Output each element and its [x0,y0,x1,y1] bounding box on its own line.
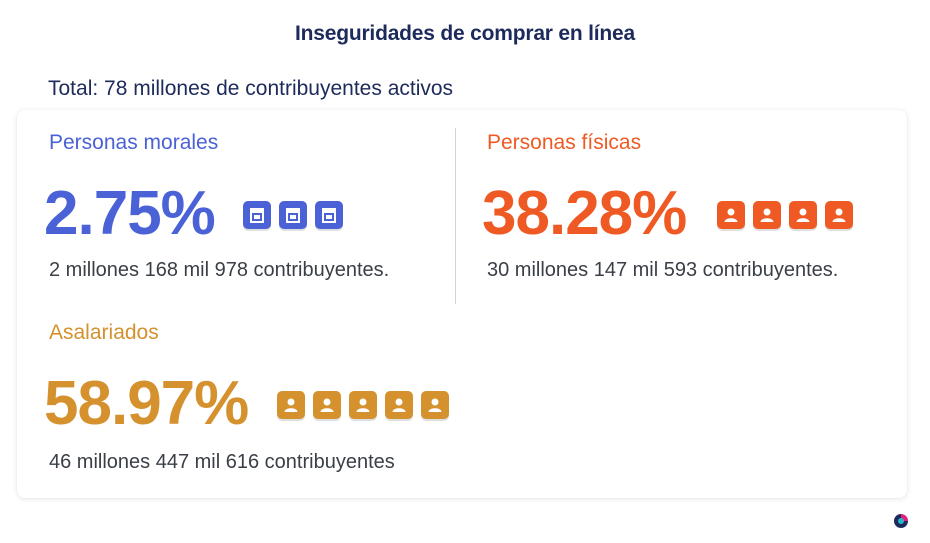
group-percent-morales: 2.75% [44,179,216,248]
stats-card [17,110,907,498]
group-label-fisicas: Personas físicas [487,131,642,154]
group-count-fisicas: 30 millones 147 mil 593 contribuyentes. [487,259,839,281]
page-title: Inseguridades de comprar en línea [294,22,635,45]
brand-logo-icon [894,514,908,528]
store-icon [315,201,343,229]
column-divider [455,128,456,304]
store-icon [243,201,271,229]
group-percent-fisicas: 38.28% [482,179,687,248]
person-icon [753,201,781,229]
icon-row-asalariados [277,391,449,419]
person-icon [717,201,745,229]
person-icon [349,391,377,419]
total-contributors: Total: 78 millones de contribuyentes act… [48,77,454,100]
person-icon [789,201,817,229]
group-count-asalariados: 46 millones 447 mil 616 contribuyentes [49,451,395,473]
group-label-morales: Personas morales [49,131,219,154]
group-count-morales: 2 millones 168 mil 978 contribuyentes. [49,259,390,281]
person-icon [825,201,853,229]
person-icon [313,391,341,419]
person-icon [277,391,305,419]
person-icon [421,391,449,419]
person-icon [385,391,413,419]
store-icon [279,201,307,229]
group-percent-asalariados: 58.97% [44,369,249,438]
icon-row-morales [243,201,343,229]
group-label-asalariados: Asalariados [49,321,159,344]
icon-row-fisicas [717,201,853,229]
